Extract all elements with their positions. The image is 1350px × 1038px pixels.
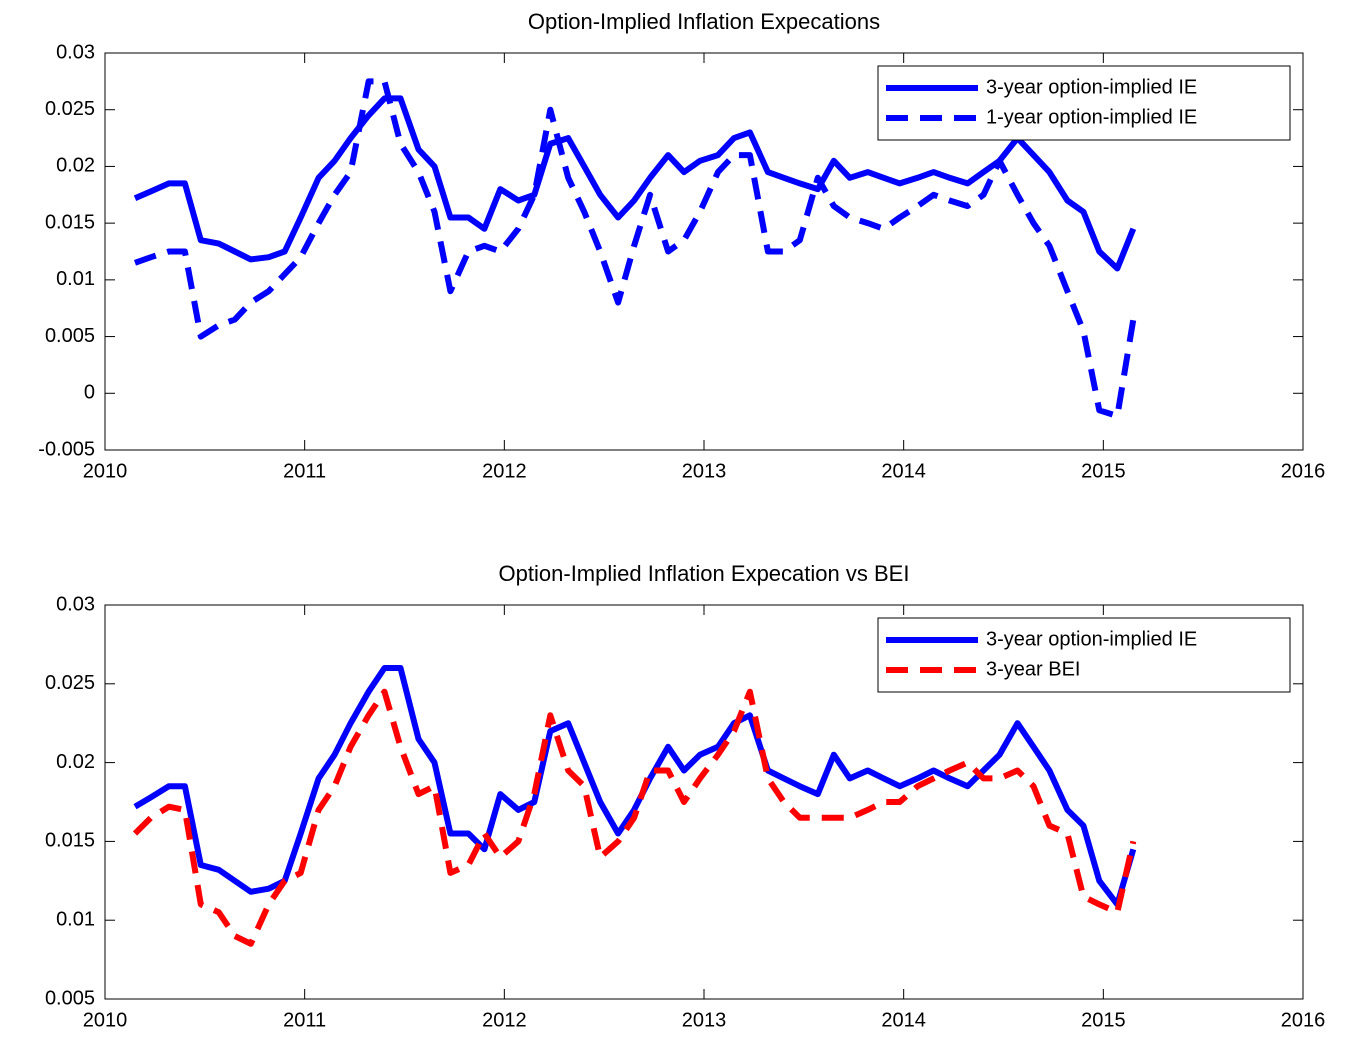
legend-label: 3-year option-implied IE xyxy=(986,76,1197,98)
legend: 3-year option-implied IE 3-year BEI xyxy=(877,617,1291,693)
chart-title: Option-Implied Inflation Expecations xyxy=(528,9,880,34)
series-line xyxy=(132,688,1137,947)
x-tick-label: 2013 xyxy=(682,460,727,482)
legend-box xyxy=(877,65,1291,141)
legend: 3-year option-implied IE 1-year option-im… xyxy=(877,65,1291,141)
y-tick-label: 0.015 xyxy=(45,830,95,852)
y-tick-label: 0.01 xyxy=(56,908,95,930)
series-line xyxy=(133,95,1137,272)
x-tick-label: 2010 xyxy=(83,460,128,482)
y-tick-label: 0.03 xyxy=(56,593,95,615)
x-tick-label: 2014 xyxy=(881,1009,926,1031)
legend-label: 3-year option-implied IE xyxy=(986,628,1197,650)
x-tick-label: 2011 xyxy=(283,1009,326,1031)
x-tick-label: 2013 xyxy=(682,1009,727,1031)
y-tick-label: 0.01 xyxy=(56,268,95,290)
x-tick-label: 2012 xyxy=(482,1009,527,1031)
x-tick-label: 2011 xyxy=(283,460,326,482)
x-tick-label: 2016 xyxy=(1281,460,1326,482)
x-tick-label: 2012 xyxy=(482,460,527,482)
y-tick-label: 0.025 xyxy=(45,98,95,120)
y-tick-label: -0.005 xyxy=(38,438,95,460)
y-tick-label: 0.005 xyxy=(45,987,95,1009)
chart-title: Option-Implied Inflation Expecation vs B… xyxy=(499,561,910,586)
y-tick-label: 0.025 xyxy=(45,672,95,694)
y-tick-label: 0.03 xyxy=(56,41,95,63)
y-tick-label: 0.02 xyxy=(56,155,95,177)
legend-label: 3-year BEI xyxy=(986,658,1080,680)
series-line xyxy=(134,78,1137,419)
legend-box xyxy=(877,617,1291,693)
y-tick-label: 0.015 xyxy=(45,211,95,233)
y-tick-label: 0.005 xyxy=(45,325,95,347)
y-tick-label: 0.02 xyxy=(56,751,95,773)
x-tick-label: 2015 xyxy=(1081,460,1126,482)
y-tick-label: 0 xyxy=(84,382,95,404)
x-tick-label: 2010 xyxy=(83,1009,128,1031)
legend-label: 1-year option-implied IE xyxy=(986,106,1197,128)
x-tick-label: 2016 xyxy=(1281,1009,1326,1031)
x-tick-label: 2014 xyxy=(881,460,926,482)
x-tick-label: 2015 xyxy=(1081,1009,1126,1031)
